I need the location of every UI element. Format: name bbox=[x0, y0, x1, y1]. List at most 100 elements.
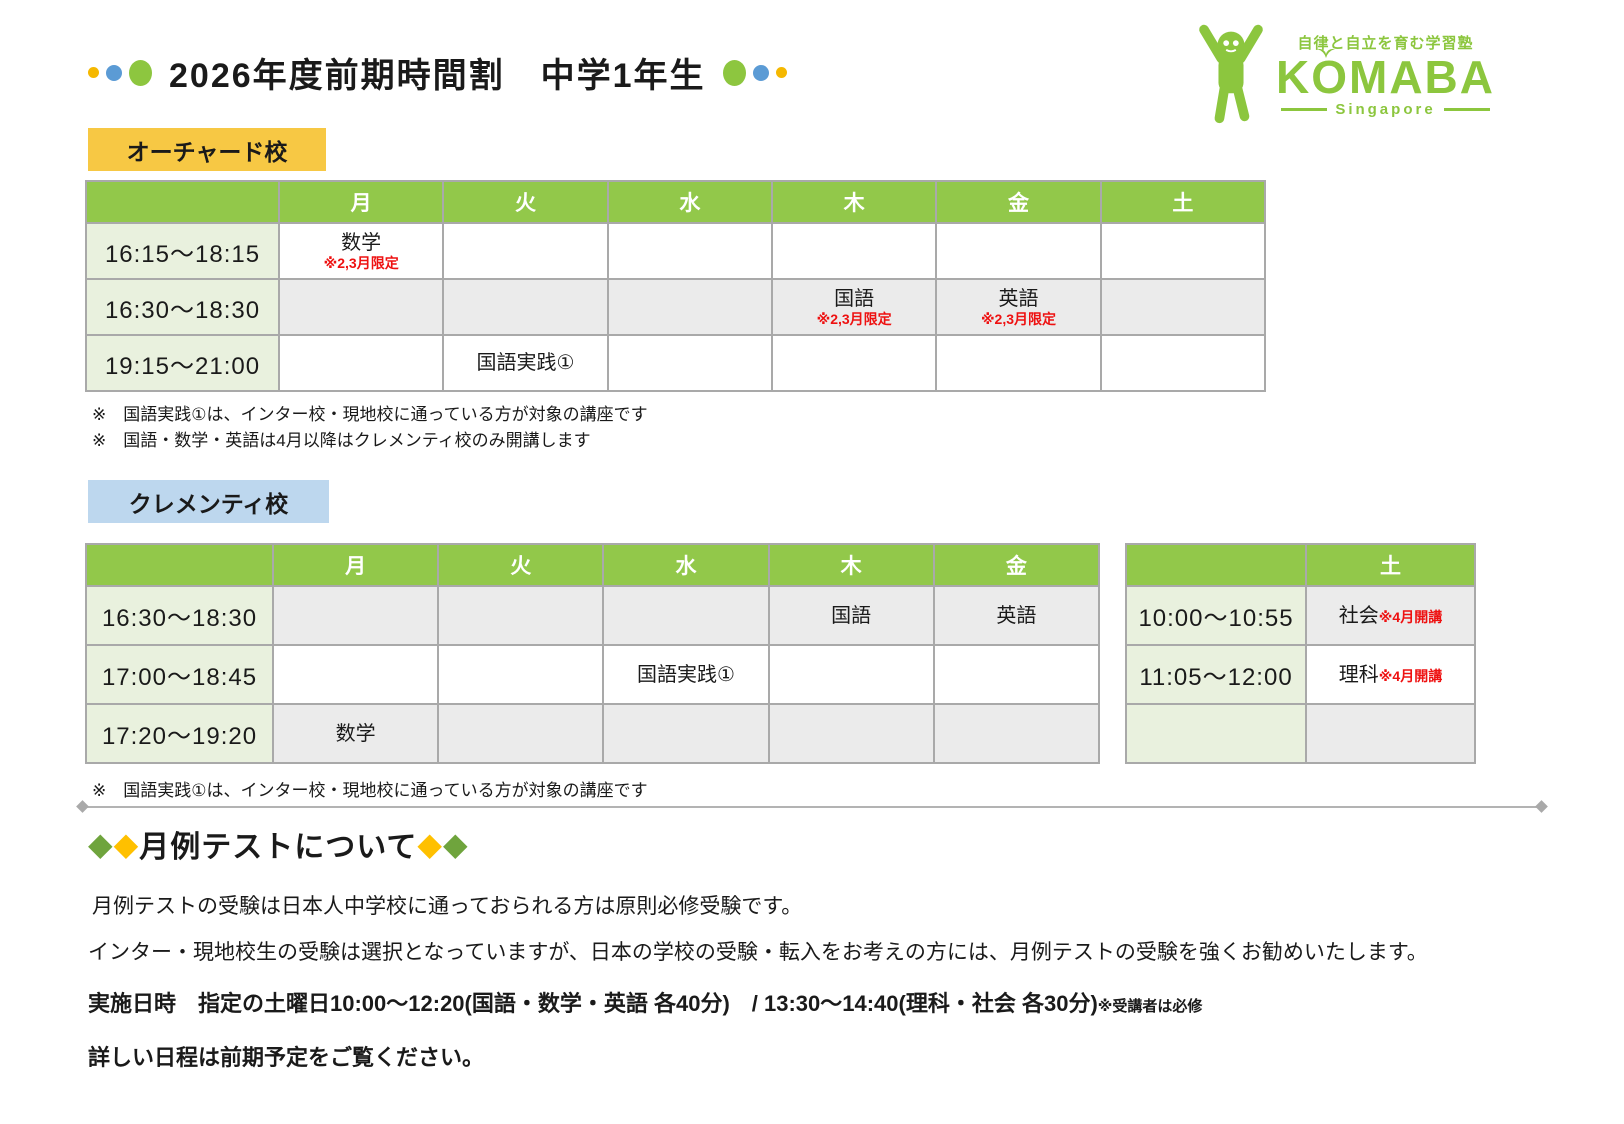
diamond-yellow-icon: ◆ bbox=[113, 826, 140, 862]
decorative-dot-yellow bbox=[88, 67, 99, 78]
clementi-campus-label: クレメンティ校 bbox=[88, 480, 329, 523]
orchard-note-1: ※ 国語実践①は、インター校・現地校に通っている方が対象の講座です bbox=[92, 405, 648, 424]
timetable-row: 17:00〜18:45 国語実践① bbox=[85, 644, 1101, 705]
logo-wordmark: KOMABA bbox=[1276, 48, 1495, 101]
timetable-cell bbox=[935, 222, 1102, 280]
timetable-row: 17:20〜19:20 数学 bbox=[85, 703, 1101, 764]
time-slot: 16:30〜18:30 bbox=[85, 585, 274, 646]
saturday-header-row: 土 bbox=[1125, 543, 1476, 587]
timetable-cell bbox=[770, 334, 938, 392]
time-slot: 11:05〜12:00 bbox=[1125, 644, 1307, 705]
timetable-cell bbox=[271, 644, 440, 705]
timetable-cell bbox=[770, 222, 938, 280]
timetable-cell bbox=[767, 644, 935, 705]
timetable-cell bbox=[602, 703, 770, 764]
time-slot: 17:00〜18:45 bbox=[85, 644, 274, 705]
cell-note: ※4月開講 bbox=[1378, 667, 1443, 684]
komaba-logo: 自律と自立を育む学習塾 KOMABA Singapore bbox=[1192, 20, 1495, 126]
corner-cell bbox=[85, 180, 280, 224]
orchard-campus-label: オーチャード校 bbox=[88, 128, 326, 171]
timetable-row: 10:00〜10:55 社会※4月開講 bbox=[1125, 585, 1476, 646]
timetable-cell bbox=[606, 278, 773, 336]
decorative-dot-green bbox=[722, 59, 746, 86]
timetable-row: 11:05〜12:00 理科※4月開講 bbox=[1125, 644, 1476, 705]
timetable-cell bbox=[271, 585, 440, 646]
logo-rule-right bbox=[1443, 108, 1490, 112]
corner-cell bbox=[1125, 543, 1307, 587]
timetable-row: 16:15〜18:15 数学 ※2,3月限定 bbox=[85, 222, 1267, 280]
cell-note: ※2,3月限定 bbox=[323, 254, 399, 271]
decorative-dot-yellow bbox=[775, 67, 787, 78]
decorative-dot-blue bbox=[106, 64, 122, 81]
timetable-cell bbox=[606, 334, 773, 392]
time-slot: 19:15〜21:00 bbox=[85, 334, 280, 392]
cell-note: ※2,3月限定 bbox=[816, 310, 892, 327]
subject-label: 英語 bbox=[996, 604, 1037, 627]
subject-label: 理科 bbox=[1338, 663, 1379, 686]
logo-person-icon bbox=[1199, 24, 1263, 124]
timetable-cell bbox=[442, 222, 609, 280]
timetable-cell: 数学 bbox=[271, 703, 440, 764]
subject-label: 数学 bbox=[335, 722, 376, 745]
logo-subtitle: Singapore bbox=[1335, 101, 1436, 119]
timetable-row: 19:15〜21:00 国語実践① bbox=[85, 334, 1267, 392]
subject-label: 国語 bbox=[834, 287, 875, 310]
schedule-text: 実施日時 指定の土曜日10:00〜12:20(国語・数学・英語 各40分) / … bbox=[88, 991, 1098, 1016]
timetable-cell bbox=[437, 644, 605, 705]
timetable-cell bbox=[1099, 334, 1267, 392]
day-header-fri: 金 bbox=[935, 180, 1102, 224]
schedule-note: ※受講者は必修 bbox=[1097, 998, 1203, 1015]
corner-cell bbox=[85, 543, 274, 587]
time-slot: 10:00〜10:55 bbox=[1125, 585, 1307, 646]
timetable-cell: 国語実践① bbox=[442, 334, 609, 392]
monthly-test-paragraph-1: 月例テストの受験は日本人中学校に通っておられる方は原則必修受験です。 bbox=[92, 895, 803, 918]
timetable-cell: 国語 bbox=[767, 585, 935, 646]
monthly-test-schedule: 実施日時 指定の土曜日10:00〜12:20(国語・数学・英語 各40分) / … bbox=[88, 986, 1202, 1018]
timetable-cell bbox=[932, 703, 1101, 764]
timetable-cell: 社会※4月開講 bbox=[1305, 585, 1476, 646]
day-header-tue: 火 bbox=[442, 180, 609, 224]
logo-text: 自律と自立を育む学習塾 KOMABA Singapore bbox=[1276, 32, 1495, 118]
timetable-cell bbox=[767, 703, 935, 764]
monthly-test-closing: 詳しい日程は前期予定をご覧ください。 bbox=[88, 1045, 485, 1070]
timetable-cell: 国語 ※2,3月限定 bbox=[770, 278, 938, 336]
day-header-fri: 金 bbox=[932, 543, 1101, 587]
monthly-test-title: 月例テストについて bbox=[139, 831, 418, 864]
timetable-cell: 国語実践① bbox=[602, 644, 770, 705]
subject-label: 英語 bbox=[998, 287, 1039, 310]
timetable-cell bbox=[932, 644, 1101, 705]
day-header-tue: 火 bbox=[437, 543, 605, 587]
timetable-cell bbox=[1099, 222, 1267, 280]
timetable-cell bbox=[437, 585, 605, 646]
subject-label: 社会 bbox=[1338, 604, 1379, 627]
day-header-wed: 水 bbox=[602, 543, 770, 587]
diamond-green-icon: ◆ bbox=[88, 826, 114, 862]
timetable-cell bbox=[606, 222, 773, 280]
timetable-row: 16:30〜18:30 国語 ※2,3月限定 英語 ※2,3月限定 bbox=[85, 278, 1267, 336]
cell-note: ※2,3月限定 bbox=[980, 310, 1057, 327]
subject-label: 数学 bbox=[341, 231, 382, 254]
timetable-cell bbox=[277, 334, 445, 392]
day-header-sat: 土 bbox=[1099, 180, 1267, 224]
timetable-cell bbox=[1099, 278, 1267, 336]
diamond-yellow-icon: ◆ bbox=[417, 826, 443, 862]
clementi-header-row: 月 火 水 木 金 bbox=[85, 543, 1101, 587]
diamond-green-icon: ◆ bbox=[442, 826, 469, 862]
day-header-thu: 木 bbox=[770, 180, 938, 224]
logo-tagline: 自律と自立を育む学習塾 bbox=[1297, 35, 1474, 52]
timetable-cell bbox=[437, 703, 605, 764]
timetable-cell bbox=[442, 278, 609, 336]
timetable-row: 16:30〜18:30 国語 英語 bbox=[85, 585, 1101, 646]
timetable-cell bbox=[1305, 703, 1476, 764]
day-header-wed: 水 bbox=[606, 180, 773, 224]
timetable-cell bbox=[602, 585, 770, 646]
day-header-thu: 木 bbox=[767, 543, 935, 587]
time-slot: 16:30〜18:30 bbox=[85, 278, 280, 336]
day-header-mon: 月 bbox=[271, 543, 440, 587]
clementi-timetable: 月 火 水 木 金 16:30〜18:30 国語 英語 17:00〜18:45 … bbox=[85, 543, 1101, 764]
orchard-header-row: 月 火 水 木 金 土 bbox=[85, 180, 1267, 224]
page-title: 2026年度前期時間割 中学1年生 bbox=[169, 57, 706, 95]
page-header: 2026年度前期時間割 中学1年生 bbox=[88, 48, 787, 97]
logo-sprout-icon bbox=[1317, 48, 1335, 58]
